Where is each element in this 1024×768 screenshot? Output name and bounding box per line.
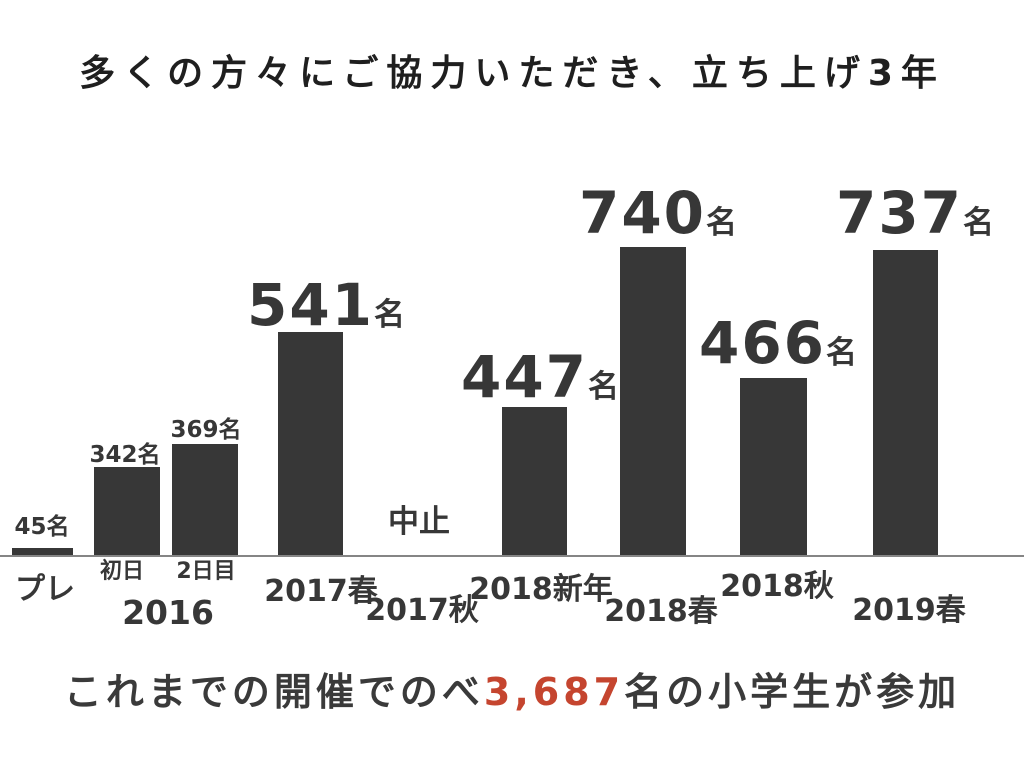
value-label-2018-spring: 740名	[579, 184, 737, 242]
value-label-2017-spring: 541名	[247, 276, 405, 334]
chart-title: 多くの方々にご協力いただき、立ち上げ3年	[79, 53, 945, 94]
x-axis-line	[0, 555, 1024, 557]
value-unit: 名	[374, 297, 406, 333]
value-number: 342	[89, 442, 138, 468]
value-number: 740	[578, 179, 707, 247]
value-unit: 名	[706, 205, 738, 241]
value-label-2018-newyear: 447名	[461, 348, 619, 406]
value-number: 737	[835, 179, 964, 247]
value-unit: 名	[588, 369, 620, 405]
footer-total-highlight: 3,687	[483, 670, 625, 714]
value-number: 466	[698, 309, 827, 377]
x-label-2019-spring: 2019春	[852, 593, 966, 628]
x-label-2017-spring: 2017春	[264, 574, 378, 609]
value-label-2018-fall: 466名	[699, 314, 857, 372]
footer-prefix: これまでの開催でのべ	[63, 670, 484, 714]
footer-suffix: 名の小学生が参加	[624, 670, 961, 714]
x-label-2018-fall: 2018秋	[720, 569, 834, 604]
bar-2018-spring	[620, 247, 686, 555]
footer-summary: これまでの開催でのべ3,687名の小学生が参加	[0, 670, 1024, 714]
value-label-pre: 45名	[14, 516, 69, 539]
cancelled-label-2017-fall: 中止	[388, 504, 450, 540]
x-label-2016: 2016	[122, 593, 214, 632]
bar-2018-fall	[740, 378, 807, 555]
value-number: 541	[246, 271, 375, 339]
x-label-pre: プレ	[15, 572, 75, 607]
value-number: 447	[460, 343, 589, 411]
bar-2016-day1	[94, 467, 160, 555]
x-label-2018-newyear: 2018新年	[469, 572, 613, 607]
value-unit: 名	[963, 205, 995, 241]
value-label-2019-spring: 737名	[836, 184, 994, 242]
bar-pre	[12, 548, 73, 555]
value-unit: 名	[218, 417, 242, 443]
x-label-day1: 初日	[99, 559, 145, 584]
bar-2017-spring	[278, 332, 343, 555]
bar-2016-day2	[172, 444, 238, 555]
value-label-2016-day2: 369名	[170, 419, 241, 442]
bar-2018-newyear	[502, 407, 567, 555]
value-unit: 名	[137, 442, 161, 468]
value-number: 45	[14, 514, 47, 540]
x-label-day2: 2日目	[176, 559, 236, 584]
x-label-2018-spring: 2018春	[604, 594, 718, 629]
x-label-2017-fall: 2017秋	[365, 593, 479, 628]
value-number: 369	[170, 417, 219, 443]
value-unit: 名	[46, 514, 70, 540]
value-label-2016-day1: 342名	[89, 444, 160, 467]
value-unit: 名	[826, 335, 858, 371]
bar-2019-spring	[873, 250, 938, 555]
